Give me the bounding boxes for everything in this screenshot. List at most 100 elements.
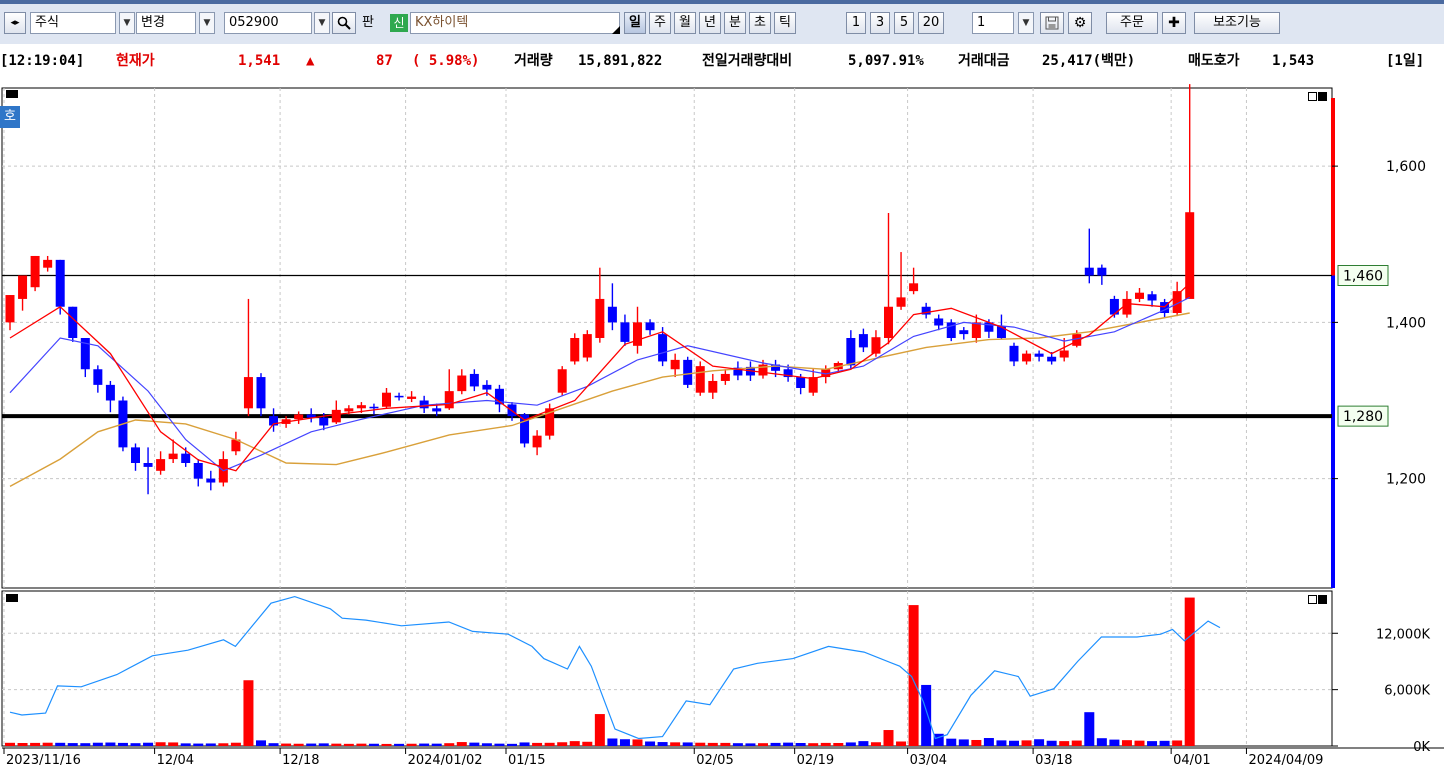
period-button-1[interactable]: 주: [649, 12, 671, 34]
candle-body-32: [407, 396, 417, 399]
candle-body-43: [545, 408, 555, 436]
volume-bar-51: [645, 741, 656, 746]
close-icon[interactable]: [1318, 92, 1327, 101]
volume-bar-36: [456, 742, 467, 746]
volume-bar-63: [795, 742, 806, 746]
ask-value: 1,543: [1272, 53, 1315, 69]
candle-body-68: [858, 334, 868, 348]
volume-bar-23: [293, 743, 304, 746]
interval-input[interactable]: 1: [972, 12, 1014, 34]
stock-chart[interactable]: 1,460 1,280 2023/11/16 12/04 12/18 2024/01/0…: [0, 74, 1444, 768]
stock-code-input[interactable]: 052900: [224, 12, 312, 34]
volume-bar-72: [908, 605, 919, 746]
interval-button-3[interactable]: 3: [870, 12, 890, 34]
candle-body-26: [331, 409, 341, 423]
volume-bar-57: [720, 742, 731, 746]
date-label-5: 02/05: [696, 753, 733, 768]
candle-body-56: [708, 380, 718, 393]
candle-body-75: [946, 322, 956, 338]
up-arrow-icon: ▲: [306, 53, 315, 69]
stock-name-field[interactable]: KX하이텍: [410, 12, 620, 34]
candle-body-77: [971, 322, 981, 338]
order-button[interactable]: 주문: [1106, 12, 1158, 34]
restore-icon[interactable]: [1308, 595, 1317, 604]
period-button-3[interactable]: 년: [699, 12, 721, 34]
date-label-3: 2024/01/02: [408, 753, 483, 768]
volume-bar-27: [343, 743, 354, 746]
vol-ratio-label: 전일거래량대비: [702, 53, 793, 69]
candle-body-15: [193, 463, 203, 479]
candle-body-28: [356, 405, 366, 409]
restore-icon[interactable]: [1308, 92, 1317, 101]
volume-bar-24: [306, 743, 317, 746]
volume-bar-0: [5, 742, 15, 746]
candle-body-8: [105, 384, 115, 401]
price-panel-window-buttons[interactable]: [1308, 92, 1330, 102]
volume-bar-69: [870, 742, 881, 746]
interval-dropdown[interactable]: ▼: [1018, 12, 1034, 34]
volume-bar-70: [883, 730, 894, 746]
market-type-dropdown[interactable]: ▼: [119, 12, 135, 34]
volume-bar-84: [1059, 741, 1070, 746]
candle-body-11: [143, 463, 153, 467]
period-button-2[interactable]: 월: [674, 12, 696, 34]
candle-body-84: [1059, 350, 1069, 358]
close-icon[interactable]: [1318, 595, 1327, 604]
period-button-6[interactable]: 틱: [774, 12, 796, 34]
candle-body-55: [695, 366, 705, 393]
volume-ma-line: [9, 595, 1221, 740]
volume-panel-window-buttons[interactable]: [1308, 595, 1330, 605]
candle-body-10: [131, 447, 140, 463]
search-icon[interactable]: [332, 12, 356, 34]
price-range-bar-down: [1331, 275, 1335, 588]
price-range-bar-up: [1331, 98, 1335, 276]
volume-bar-6: [80, 743, 91, 746]
candle-body-79: [996, 326, 1006, 338]
volume-bar-68: [858, 741, 869, 746]
save-icon[interactable]: [1040, 12, 1064, 34]
volume-panel: [1, 590, 1333, 747]
crosshair-icon[interactable]: ✚: [1162, 12, 1186, 34]
candle-body-91: [1147, 294, 1157, 301]
interval-button-20[interactable]: 20: [918, 12, 944, 34]
volume-bar-40: [507, 743, 517, 746]
nav-arrows-button[interactable]: ◂▸: [4, 12, 26, 34]
candle-body-86: [1084, 267, 1094, 276]
volume-bar-2: [30, 742, 41, 746]
volume-bar-61: [770, 742, 781, 746]
date-label-6: 02/19: [797, 753, 834, 768]
market-type-select[interactable]: 주식: [30, 12, 116, 34]
volume-bar-22: [281, 743, 292, 746]
candle-body-74: [934, 318, 944, 326]
date-label-2: 12/18: [282, 753, 319, 768]
period-button-0[interactable]: 일: [624, 12, 646, 34]
candle-body-52: [658, 334, 668, 362]
vol-tick-label-1: 6,000K: [1384, 684, 1430, 699]
period-button-5[interactable]: 초: [749, 12, 771, 34]
gear-icon[interactable]: ⚙: [1068, 12, 1092, 34]
interval-button-1[interactable]: 1: [846, 12, 866, 34]
period-button-4[interactable]: 분: [724, 12, 746, 34]
volume-panel-marker-icon: [6, 594, 18, 602]
candle-body-92: [1160, 302, 1170, 313]
candle-body-14: [181, 453, 191, 463]
ask-label: 매도호가: [1188, 53, 1240, 69]
candle-body-18: [231, 439, 241, 452]
volume-bar-64: [808, 743, 819, 746]
support-label-box-1: [1337, 405, 1389, 427]
candle-body-23: [294, 414, 304, 420]
volume-bar-54: [682, 742, 693, 746]
candle-body-82: [1034, 353, 1044, 357]
volume-bar-10: [130, 743, 141, 746]
change-select[interactable]: 변경: [136, 12, 196, 34]
stock-code-dropdown[interactable]: ▼: [314, 12, 330, 34]
price-panel-marker-icon: [6, 90, 18, 98]
interval-button-5[interactable]: 5: [894, 12, 914, 34]
candle-body-50: [633, 322, 642, 346]
aux-function-button[interactable]: 보조기능: [1194, 12, 1280, 34]
change-dropdown[interactable]: ▼: [199, 12, 215, 34]
date-label-4: 01/15: [508, 753, 545, 768]
candle-body-94: [1185, 212, 1195, 299]
candle-body-62: [783, 369, 793, 378]
